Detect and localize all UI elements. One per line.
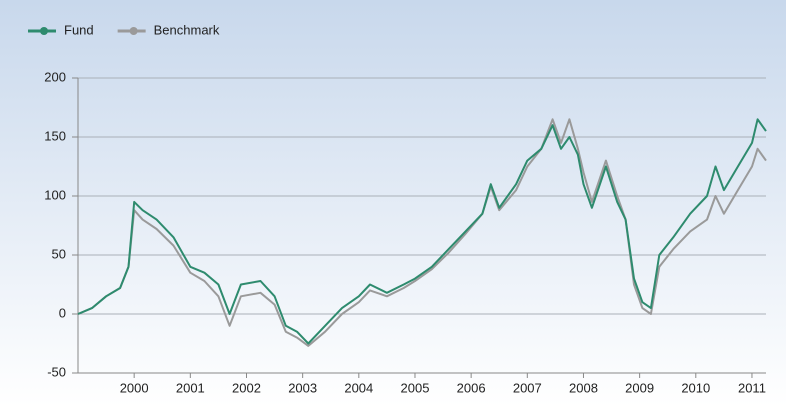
x-tick-label: 2004 [344,380,373,395]
legend-label[interactable]: Benchmark [154,22,220,37]
y-tick-label: 200 [44,69,66,84]
x-tick-label: 2001 [176,380,205,395]
x-tick-label: 2010 [681,380,710,395]
x-tick-label: 2007 [513,380,542,395]
y-tick-label: 0 [59,305,66,320]
x-tick-label: 2002 [232,380,261,395]
legend-marker [129,27,138,35]
y-tick-label: 100 [44,187,66,202]
series-line [77,118,767,347]
y-tick-label: 50 [52,246,66,261]
y-tick-label: -50 [47,364,66,379]
x-tick-label: 2009 [625,380,654,395]
legend-label[interactable]: Fund [64,22,94,37]
x-tick-label: 2003 [288,380,317,395]
x-tick-label: 2011 [738,380,766,395]
x-tick-label: 2005 [401,380,430,395]
x-tick-label: 2008 [569,380,598,395]
x-tick-label: 2000 [120,380,149,395]
x-tick-label: 2006 [457,380,486,395]
y-tick-label: 150 [44,128,66,143]
legend-marker [40,27,48,35]
series-line [77,118,767,345]
